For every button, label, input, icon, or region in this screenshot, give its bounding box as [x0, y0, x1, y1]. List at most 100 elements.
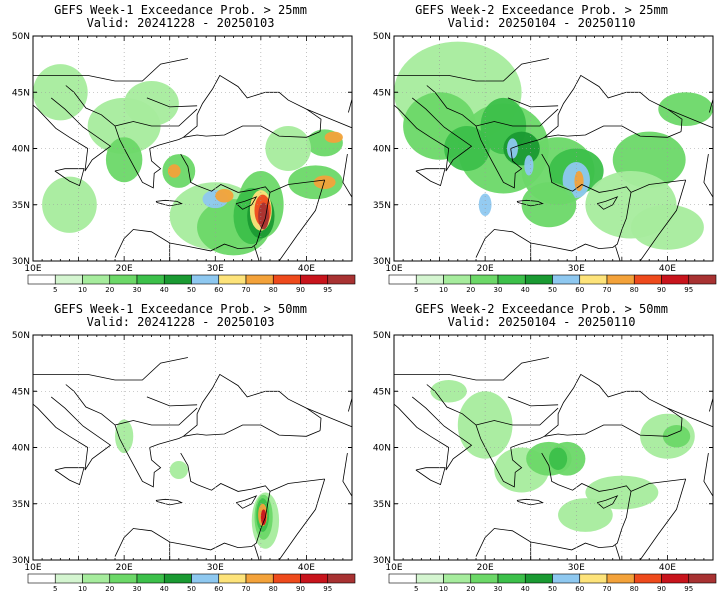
colorbar-tick-label: 20 [466, 585, 475, 593]
colorbar-tick-label: 10 [78, 585, 87, 593]
colorbar-swatch [415, 573, 444, 584]
colorbar-swatch [136, 573, 165, 584]
lon-label: 40E [659, 264, 676, 274]
colorbar-tick-label: 70 [242, 286, 251, 294]
lat-label: 50N [12, 331, 30, 341]
lon-label: 30E [568, 264, 585, 274]
graticule [394, 36, 713, 261]
panel-title: GEFS Week-1 Exceedance Prob. > 50mm [54, 302, 307, 316]
colorbar-swatch [327, 274, 356, 285]
colorbar-tick-label: 60 [214, 286, 223, 294]
lon-label: 40E [298, 264, 315, 274]
precip-probability-area [548, 447, 568, 470]
cyprus-coastline [235, 196, 258, 210]
lon-label: 40E [659, 563, 676, 573]
lat-label: 30N [373, 257, 391, 267]
colorbar-tick-label: 30 [494, 286, 503, 294]
panel-valid-dates: Valid: 20250104 - 20250110 [447, 315, 636, 329]
colorbar-swatch [163, 274, 192, 285]
precip-probability-area [260, 509, 267, 526]
colorbar-swatch [82, 274, 111, 285]
border-alps [33, 58, 188, 82]
precip-probability-area [658, 92, 713, 126]
border-alps [394, 58, 549, 82]
colorbar-swatch [272, 274, 301, 285]
colorbar-swatch [300, 573, 329, 584]
lon-label: 30E [568, 563, 585, 573]
colorbar-tick-label: 90 [296, 585, 305, 593]
colorbar-tick-label: 80 [630, 585, 639, 593]
lat-label: 50N [12, 32, 30, 42]
turkey-coastline [544, 424, 682, 437]
panel-valid-dates: Valid: 20241228 - 20250103 [86, 315, 275, 329]
colorbar-swatch [524, 573, 553, 584]
precip-probability-area [313, 175, 336, 189]
border-iran [703, 453, 713, 498]
border-syria [269, 179, 325, 193]
anatolia-south-coastline [180, 153, 271, 193]
colorbar-swatch [136, 274, 165, 285]
border-danube [146, 97, 198, 108]
panel-title: GEFS Week-2 Exceedance Prob. > 50mm [415, 302, 668, 316]
colorbar-swatch [661, 573, 690, 584]
precip-probability-area [662, 425, 691, 448]
map-background [33, 335, 352, 560]
lon-label: 10E [24, 264, 41, 274]
italy-coastline [33, 396, 112, 471]
lat-label: 30N [373, 556, 391, 566]
colorbar-swatch [163, 573, 192, 584]
border-iran [342, 154, 352, 199]
colorbar-swatch [109, 573, 138, 584]
panel-week2-50mm: GEFS Week-2 Exceedance Prob. > 50mm Vali… [361, 299, 722, 598]
lon-label: 20E [477, 264, 494, 274]
graticule [394, 335, 713, 560]
border-iraq [278, 179, 326, 261]
precip-probability-area [215, 189, 234, 203]
colorbar-tick-label: 70 [603, 286, 612, 294]
colorbar-tick-label: 70 [242, 585, 251, 593]
colorbar-swatch [443, 274, 472, 285]
colorbar-tick-label: 10 [78, 286, 87, 294]
sicily-coastline [54, 168, 85, 187]
lat-label: 40N [12, 444, 30, 454]
lon-label: 10E [24, 563, 41, 573]
turkey-coastline [183, 125, 321, 138]
colorbar-tick-label: 10 [439, 286, 448, 294]
anatolia-south-coastline [541, 153, 632, 193]
precip-probability-area [324, 131, 343, 143]
panel-week2-25mm: GEFS Week-2 Exceedance Prob. > 25mm Vali… [361, 0, 722, 299]
levant-coastline [114, 491, 271, 557]
precip-probability-area [124, 81, 179, 126]
colorbar-swatch [54, 274, 83, 285]
lat-label: 45N [373, 387, 391, 397]
caspian-edge-coastline [348, 98, 352, 113]
colorbar-swatch [27, 274, 56, 285]
colorbar-tick-label: 95 [684, 286, 693, 294]
graticule [33, 335, 352, 560]
colorbar-tick-label: 5 [414, 286, 418, 294]
colorbar-swatch [388, 274, 417, 285]
border-danube [507, 97, 559, 108]
precip-shading [33, 64, 343, 256]
crete-coastline [516, 199, 544, 207]
anatolia-south-coastline [180, 452, 271, 492]
colorbar-tick-label: 50 [187, 585, 196, 593]
lon-label: 30E [207, 563, 224, 573]
colorbar-tick-label: 90 [296, 286, 305, 294]
turkey-coastline [544, 125, 682, 138]
lon-label: 10E [385, 563, 402, 573]
precip-shading [115, 419, 280, 549]
colorbar-swatch [82, 573, 111, 584]
panel-valid-dates: Valid: 20250104 - 20250110 [447, 16, 636, 30]
border-syria [630, 478, 686, 492]
lat-label: 50N [373, 32, 391, 42]
graticule [33, 36, 352, 261]
border-caucasus [306, 407, 352, 428]
black-sea-east-coastline [183, 74, 322, 138]
border-danube [507, 396, 559, 407]
border-sinai [254, 246, 260, 261]
precip-probability-area [524, 155, 534, 176]
colorbar-swatch [633, 573, 662, 584]
